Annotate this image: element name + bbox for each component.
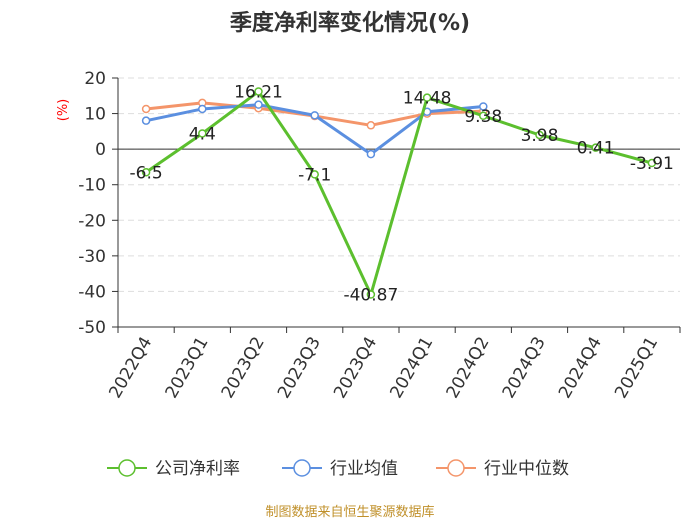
data-label: 3.98 [521, 126, 559, 146]
data-label: 4.4 [189, 124, 216, 144]
x-tick-label: 2024Q2 [443, 334, 494, 402]
data-point [366, 149, 376, 159]
data-label: 9.38 [464, 107, 502, 127]
legend-marker [293, 459, 311, 477]
legend-marker [447, 459, 465, 477]
x-tick-label: 2023Q4 [330, 334, 381, 402]
x-tick-label: 2024Q1 [386, 334, 437, 402]
data-point [310, 170, 319, 179]
x-tick-label: 2024Q4 [555, 334, 606, 402]
data-label: -6.5 [130, 163, 163, 183]
y-axis-label: (%) [56, 99, 71, 122]
series-行业均值 [141, 100, 488, 159]
data-point [366, 121, 376, 130]
data-label: -3.91 [630, 154, 674, 174]
data-point [198, 104, 207, 114]
y-tick-label: -30 [78, 247, 106, 267]
data-point [647, 158, 657, 168]
legend-item[interactable]: 行业中位数 [436, 459, 569, 479]
data-point [591, 143, 600, 152]
series-line [145, 89, 653, 297]
legend-item[interactable]: 行业均值 [282, 459, 398, 479]
x-tick-label: 2025Q1 [611, 334, 662, 402]
series-layer [141, 87, 657, 299]
data-point [254, 87, 263, 96]
y-tick-label: -20 [78, 211, 106, 231]
legend[interactable]: 公司净利率 行业均值 行业中位数 [107, 459, 569, 479]
y-tick-label: 0 [95, 140, 106, 160]
y-tick-label: -40 [78, 282, 106, 302]
data-label: -7.1 [298, 165, 331, 185]
legend-marker [118, 459, 136, 477]
data-point [254, 100, 263, 109]
data-label: 0.41 [577, 139, 615, 159]
data-point [366, 290, 376, 299]
y-tick-label: 10 [84, 105, 106, 125]
x-tick-label: 2022Q4 [105, 334, 156, 402]
y-tick-label: 20 [84, 69, 106, 89]
data-point [479, 102, 488, 111]
x-tick-label: 2024Q3 [499, 334, 550, 402]
data-label: -40.87 [343, 286, 398, 306]
data-point [535, 130, 544, 140]
data-point [141, 116, 151, 125]
y-tick-label: -10 [78, 176, 106, 196]
legend-label: 行业均值 [330, 459, 398, 479]
legend-label: 公司净利率 [155, 459, 240, 479]
x-tick-label: 2023Q2 [218, 334, 269, 402]
data-point [422, 93, 432, 102]
data-point [141, 104, 151, 114]
series-公司净利率 [141, 87, 657, 299]
source-note: 制图数据来自恒生聚源数据库 [265, 504, 434, 520]
x-tick-label: 2023Q1 [162, 334, 213, 402]
data-label: 14.48 [403, 89, 452, 109]
data-point [198, 129, 207, 138]
legend-label: 行业中位数 [484, 459, 569, 479]
data-label: 16.21 [234, 82, 283, 102]
data-point [141, 168, 151, 177]
data-labels: -6.5 4.4 16.21 -7.1 -40.87 14.48 9.38 3.98 0.41-… [130, 82, 674, 305]
y-tick-label: -50 [78, 318, 106, 338]
legend-item[interactable]: 公司净利率 [107, 459, 240, 479]
data-point [479, 111, 488, 121]
chart-title: 季度净利率变化情况(%) [230, 10, 470, 36]
x-tick-label: 2023Q3 [274, 334, 325, 402]
data-point [310, 111, 319, 120]
